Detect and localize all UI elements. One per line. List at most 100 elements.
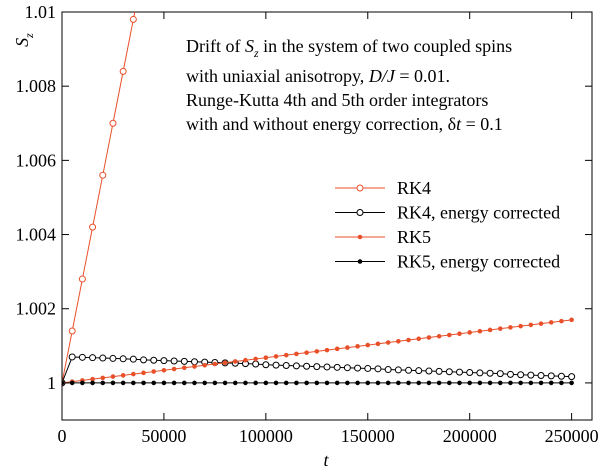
data-point xyxy=(243,380,248,386)
data-point xyxy=(69,380,75,386)
data-point xyxy=(263,380,269,386)
data-point xyxy=(119,67,127,75)
data-point xyxy=(119,355,127,363)
data-point xyxy=(487,380,493,386)
data-point xyxy=(527,371,535,379)
data-point xyxy=(182,380,187,386)
data-point xyxy=(313,363,321,371)
data-point xyxy=(547,372,555,380)
y-tick-label: 1.002 xyxy=(16,299,57,319)
data-point xyxy=(559,318,564,324)
data-point xyxy=(62,380,65,386)
data-point xyxy=(272,361,280,369)
legend-marker xyxy=(357,234,363,240)
data-point xyxy=(110,374,116,379)
data-point xyxy=(89,354,97,362)
data-point xyxy=(323,363,331,371)
data-point xyxy=(416,380,422,386)
data-point xyxy=(374,365,382,373)
data-point xyxy=(141,370,146,376)
data-point xyxy=(89,223,97,231)
data-point xyxy=(497,326,503,331)
y-tick-label: 1 xyxy=(47,373,56,393)
data-point xyxy=(171,380,177,386)
data-point xyxy=(282,361,290,369)
data-point xyxy=(100,380,106,386)
data-point xyxy=(192,380,197,386)
data-point xyxy=(457,331,462,337)
data-point xyxy=(508,380,513,386)
data-point xyxy=(415,367,423,375)
data-point xyxy=(538,380,544,386)
plot-frame xyxy=(61,11,593,421)
annotation-line: with and without energy correction, δt =… xyxy=(186,114,503,134)
data-point xyxy=(314,349,320,354)
legend-marker xyxy=(356,209,364,216)
data-point xyxy=(447,380,452,386)
y-tick-label: 1.004 xyxy=(16,225,57,245)
data-point xyxy=(467,380,472,386)
data-point xyxy=(345,345,350,350)
annotation: Drift of Sz in the system of two coupled… xyxy=(186,36,512,134)
data-point xyxy=(191,358,198,366)
data-point xyxy=(548,380,554,386)
legend-label: RK4, energy corrected xyxy=(397,203,560,223)
data-point xyxy=(100,375,106,381)
data-point xyxy=(364,364,372,372)
data-point xyxy=(253,356,258,362)
data-point xyxy=(222,360,228,366)
data-point xyxy=(396,338,401,344)
series-line xyxy=(62,12,136,384)
y-tick-label: 1.006 xyxy=(16,150,57,170)
data-point xyxy=(385,340,391,345)
data-point xyxy=(253,380,258,386)
data-point xyxy=(68,327,76,335)
data-point xyxy=(365,342,371,348)
data-point xyxy=(262,361,270,369)
data-point xyxy=(559,380,564,386)
data-point xyxy=(466,369,474,377)
data-point xyxy=(528,380,534,386)
legend-label: RK4 xyxy=(397,178,431,198)
data-point xyxy=(486,369,494,377)
data-point xyxy=(426,380,432,386)
data-point xyxy=(548,320,554,325)
data-point xyxy=(171,366,177,372)
data-point xyxy=(202,362,207,368)
data-point xyxy=(396,380,401,386)
legend-label: RK5, energy corrected xyxy=(397,252,560,272)
data-point xyxy=(131,380,136,386)
data-point xyxy=(518,323,523,329)
data-point xyxy=(252,360,260,368)
data-point xyxy=(447,332,452,338)
data-point xyxy=(212,361,218,367)
data-point xyxy=(78,353,86,361)
data-point xyxy=(99,171,107,179)
x-tick-label: 0 xyxy=(58,426,67,446)
data-point xyxy=(426,335,432,340)
data-point xyxy=(518,380,523,386)
data-point xyxy=(192,364,197,369)
data-point xyxy=(90,376,95,382)
data-point xyxy=(131,371,136,377)
data-point xyxy=(355,344,360,349)
data-point xyxy=(294,380,299,386)
data-point xyxy=(487,327,493,333)
data-point xyxy=(528,322,534,328)
y-tick-label: 1.01 xyxy=(25,2,57,22)
data-point xyxy=(435,367,443,375)
data-point xyxy=(334,380,340,386)
data-point xyxy=(283,352,289,358)
data-point xyxy=(160,357,168,365)
legend-marker xyxy=(356,184,364,192)
data-point xyxy=(68,353,76,361)
data-point xyxy=(161,367,167,373)
data-point xyxy=(477,380,483,386)
data-point xyxy=(180,357,188,365)
data-point xyxy=(212,380,218,386)
data-point xyxy=(569,317,574,323)
data-point xyxy=(538,321,544,326)
data-point xyxy=(140,356,148,364)
data-point xyxy=(334,346,340,352)
data-point xyxy=(467,330,472,335)
